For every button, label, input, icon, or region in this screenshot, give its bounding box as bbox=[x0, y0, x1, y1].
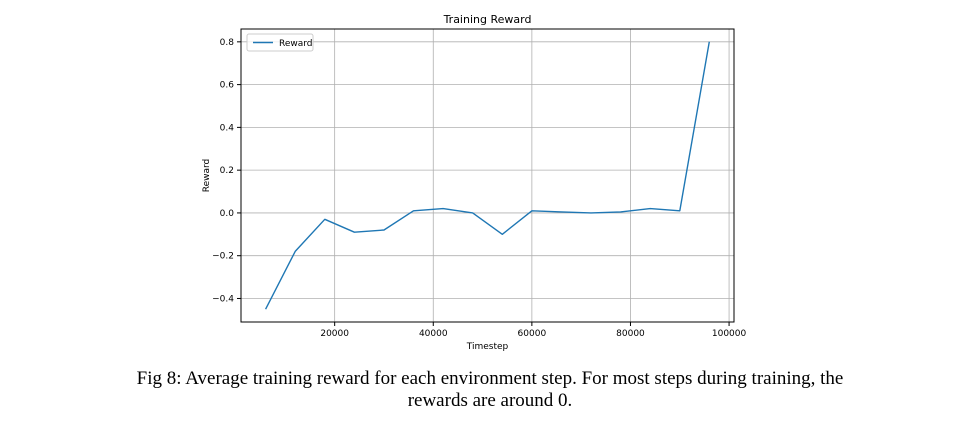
figure-caption: Fig 8: Average training reward for each … bbox=[20, 368, 960, 412]
axis-ticks: 20000 40000 60000 80000 100000 −0.4 −0.2 0.0 0.2… bbox=[212, 38, 746, 339]
legend-entry-reward: Reward bbox=[279, 39, 313, 49]
grid-lines bbox=[241, 29, 734, 322]
caption-line-1: Fig 8: Average training reward for each … bbox=[136, 368, 844, 389]
y-tick-label: 0.4 bbox=[220, 123, 235, 133]
training-reward-chart: 20000 40000 60000 80000 100000 −0.4 −0.2 0.0 0.2… bbox=[202, 13, 747, 352]
y-tick-label: 0.0 bbox=[220, 209, 235, 219]
x-tick-label: 40000 bbox=[419, 329, 448, 339]
chart-title: Training Reward bbox=[443, 13, 532, 26]
y-tick-label: 0.2 bbox=[220, 166, 234, 176]
y-axis-label: Reward bbox=[202, 159, 212, 193]
x-tick-label: 60000 bbox=[518, 329, 547, 339]
y-tick-label: 0.8 bbox=[220, 38, 235, 48]
y-tick-label: −0.2 bbox=[212, 252, 234, 262]
caption-line-2: rewards are around 0. bbox=[407, 390, 573, 411]
x-tick-label: 80000 bbox=[616, 329, 645, 339]
y-tick-label: −0.4 bbox=[212, 294, 234, 304]
legend-box bbox=[246, 33, 314, 52]
plot-frame bbox=[240, 28, 735, 323]
series-layer bbox=[264, 41, 710, 310]
series-line-reward bbox=[264, 41, 710, 310]
y-tick-label: 0.6 bbox=[220, 81, 235, 91]
legend: Reward bbox=[246, 33, 314, 52]
x-axis-label: Timestep bbox=[466, 342, 509, 352]
x-tick-label: 20000 bbox=[320, 329, 349, 339]
x-tick-label: 100000 bbox=[712, 329, 747, 339]
